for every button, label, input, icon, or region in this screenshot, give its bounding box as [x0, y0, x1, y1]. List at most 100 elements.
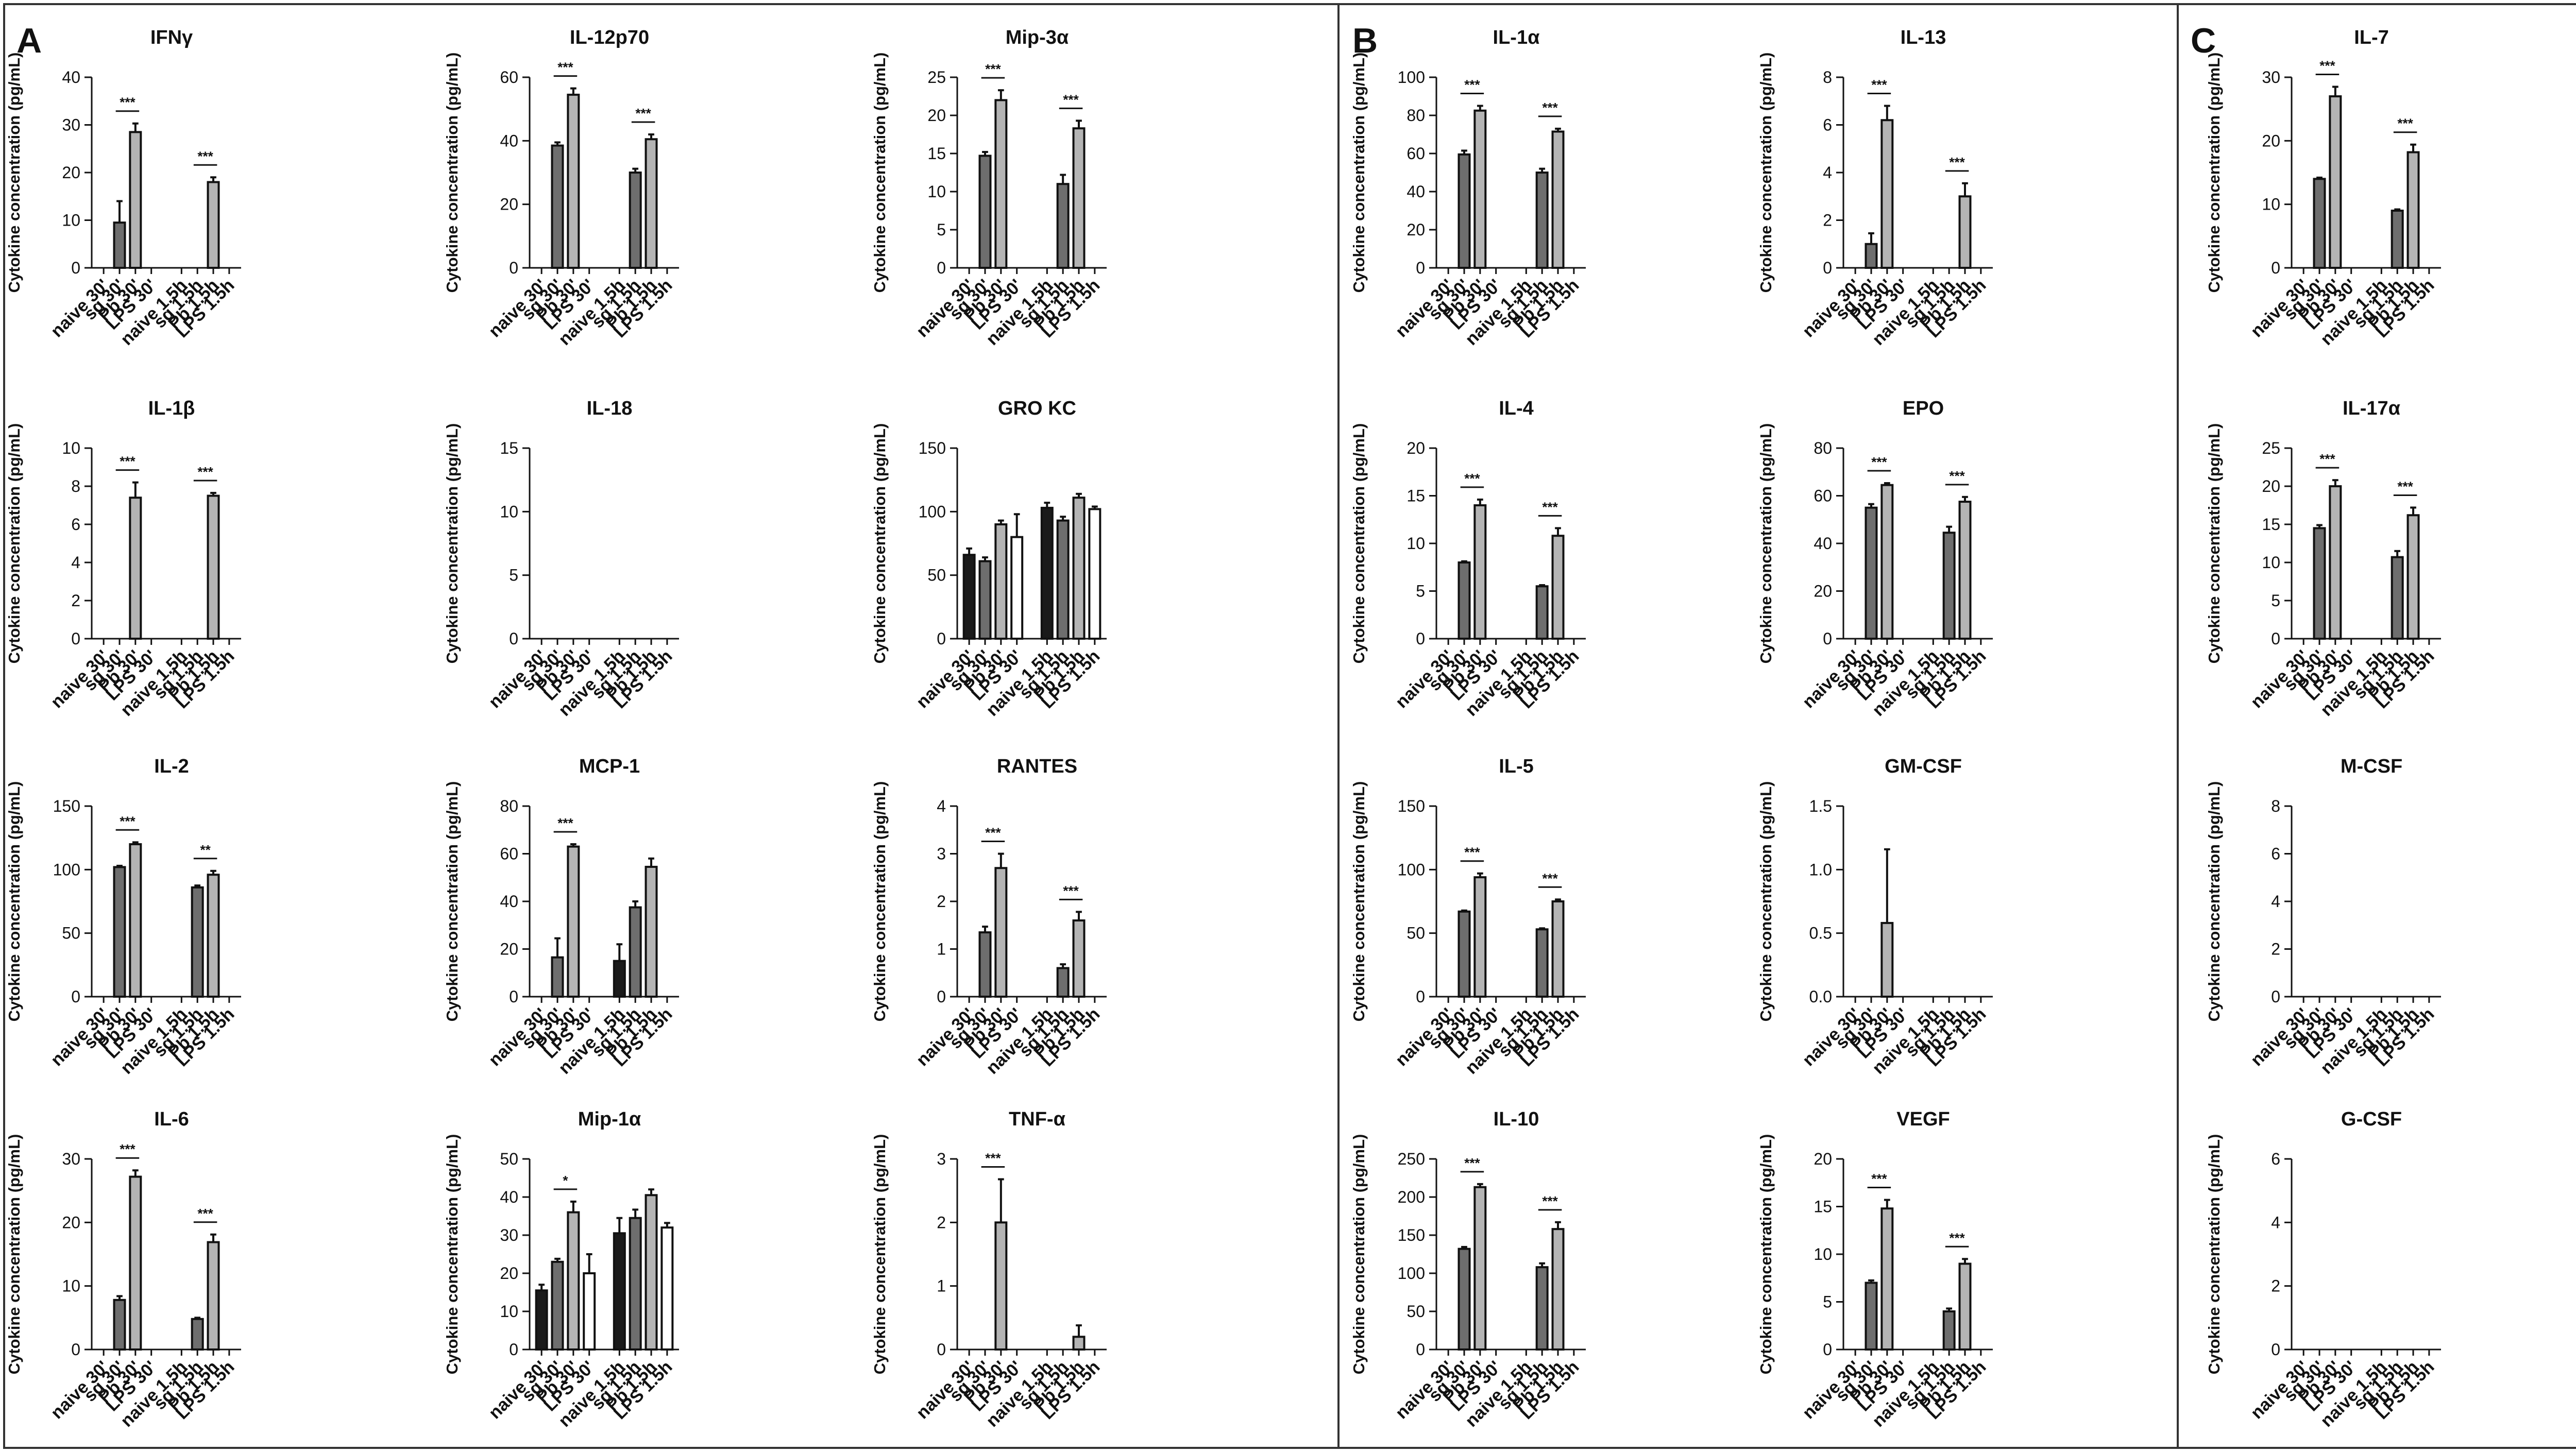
chart-5: GRO KC Cytokine concentration (pg/mL) 0 50 1… [871, 398, 1107, 720]
y-tick-label: 2 [937, 892, 946, 911]
y-tick-label: 0 [937, 629, 946, 648]
y-tick-label: 200 [1398, 1188, 1425, 1206]
bar [1865, 243, 1878, 269]
y-tick-label: 0 [2271, 629, 2280, 648]
bar [1865, 506, 1878, 640]
significance-label: *** [1949, 468, 1965, 484]
y-axis-label: Cytokine concentration (pg/mL) [1757, 423, 1775, 664]
bar [613, 960, 626, 998]
bar [1056, 183, 1070, 269]
y-tick-label: 150 [1398, 797, 1425, 815]
y-tick-label: 6 [71, 515, 80, 534]
bar [2391, 210, 2404, 269]
significance-label: * [563, 1173, 568, 1188]
y-tick-label: 10 [62, 211, 80, 230]
y-tick-label: 0 [1823, 1340, 1832, 1359]
y-tick-label: 3 [937, 1150, 946, 1168]
y-tick-label: 25 [927, 68, 946, 87]
bar [645, 1194, 658, 1351]
chart-20: IL-7 Cytokine concentration (pg/mL) 0 10 20 3… [2205, 27, 2441, 349]
bar [129, 843, 142, 998]
y-tick-label: 50 [500, 1150, 518, 1168]
y-axis-label: Cytokine concentration (pg/mL) [2205, 781, 2223, 1022]
significance-label: *** [197, 1206, 213, 1221]
chart-title: EPO [1903, 398, 1944, 419]
y-axis-label: Cytokine concentration (pg/mL) [443, 53, 461, 293]
bar [567, 845, 580, 998]
bar [129, 497, 142, 640]
bar [1551, 535, 1565, 640]
chart-0: IFNγ Cytokine concentration (pg/mL) 0 10 20 3… [5, 27, 241, 349]
y-tick-label: 0 [937, 259, 946, 277]
bar [1535, 172, 1549, 269]
significance-label: *** [557, 60, 573, 75]
y-tick-label: 150 [1398, 1226, 1425, 1244]
chart-title: VEGF [1896, 1108, 1950, 1130]
bar [1958, 501, 1972, 640]
y-tick-label: 0.5 [1809, 924, 1832, 943]
bar [567, 1211, 580, 1351]
bar [645, 865, 658, 998]
significance-label: *** [985, 825, 1001, 841]
y-tick-label: 100 [53, 860, 80, 879]
chart-title: IL-2 [154, 756, 189, 777]
chart-2: Mip-3α Cytokine concentration (pg/mL) 0 5 10… [871, 27, 1107, 349]
y-tick-label: 20 [1814, 582, 1832, 601]
bar [1040, 506, 1054, 640]
y-tick-label: 0 [1416, 987, 1425, 1006]
y-tick-label: 20 [62, 1213, 80, 1232]
y-tick-label: 40 [1406, 182, 1425, 201]
y-tick-label: 4 [937, 797, 946, 815]
significance-label: *** [2319, 58, 2335, 74]
y-axis-label: Cytokine concentration (pg/mL) [871, 53, 889, 293]
y-tick-label: 1 [937, 940, 946, 959]
y-axis-label: Cytokine concentration (pg/mL) [443, 423, 461, 664]
bar [2313, 527, 2326, 640]
y-tick-label: 0 [937, 987, 946, 1006]
bar [129, 1175, 142, 1351]
chart-15: EPO Cytokine concentration (pg/mL) 0 20 40 60… [1757, 398, 1993, 720]
y-tick-label: 0 [2271, 1340, 2280, 1359]
bar [207, 181, 220, 269]
y-axis-label: Cytokine concentration (pg/mL) [2205, 423, 2223, 664]
y-tick-label: 30 [500, 1226, 518, 1244]
y-tick-label: 10 [500, 502, 518, 521]
y-axis-label: Cytokine concentration (pg/mL) [5, 1134, 23, 1375]
y-tick-label: 10 [2262, 553, 2280, 572]
chart-title: IL-7 [2354, 27, 2389, 48]
bar [551, 956, 564, 998]
bar [207, 1241, 220, 1351]
y-tick-label: 15 [500, 439, 518, 457]
chart-title: IL-13 [1901, 27, 1946, 48]
y-tick-label: 0 [71, 987, 80, 1006]
y-tick-label: 0 [509, 259, 518, 277]
chart-22: M-CSF Cytokine concentration (pg/mL) 0 2 4 6 8… [2205, 756, 2441, 1078]
chart-title: G-CSF [2341, 1108, 2402, 1130]
y-tick-label: 6 [2271, 1150, 2280, 1168]
y-tick-label: 5 [2271, 591, 2280, 610]
bar [1056, 967, 1070, 998]
chart-21: IL-17α Cytokine concentration (pg/mL) 0 5 10… [2205, 398, 2441, 720]
significance-label: *** [1063, 92, 1079, 107]
y-tick-label: 20 [500, 1264, 518, 1283]
chart-1: IL-12p70 Cytokine concentration (pg/mL) 0 2… [443, 27, 679, 349]
bar [2329, 485, 2342, 640]
y-tick-label: 20 [62, 163, 80, 182]
y-tick-label: 100 [1398, 1264, 1425, 1283]
y-tick-label: 10 [1406, 534, 1425, 553]
bar [978, 155, 992, 269]
significance-label: *** [1464, 1155, 1480, 1171]
bar [994, 99, 1008, 269]
chart-title: IL-4 [1499, 398, 1534, 419]
bar [978, 931, 992, 998]
chart-title: IFNγ [150, 27, 193, 48]
y-tick-label: 15 [2262, 515, 2280, 534]
y-tick-label: 0 [71, 629, 80, 648]
chart-title: IL-12p70 [570, 27, 649, 48]
chart-title: IL-5 [1499, 756, 1534, 777]
significance-label: *** [1871, 77, 1887, 93]
bar [2329, 95, 2342, 269]
bar [551, 1260, 564, 1351]
y-tick-label: 60 [500, 845, 518, 863]
